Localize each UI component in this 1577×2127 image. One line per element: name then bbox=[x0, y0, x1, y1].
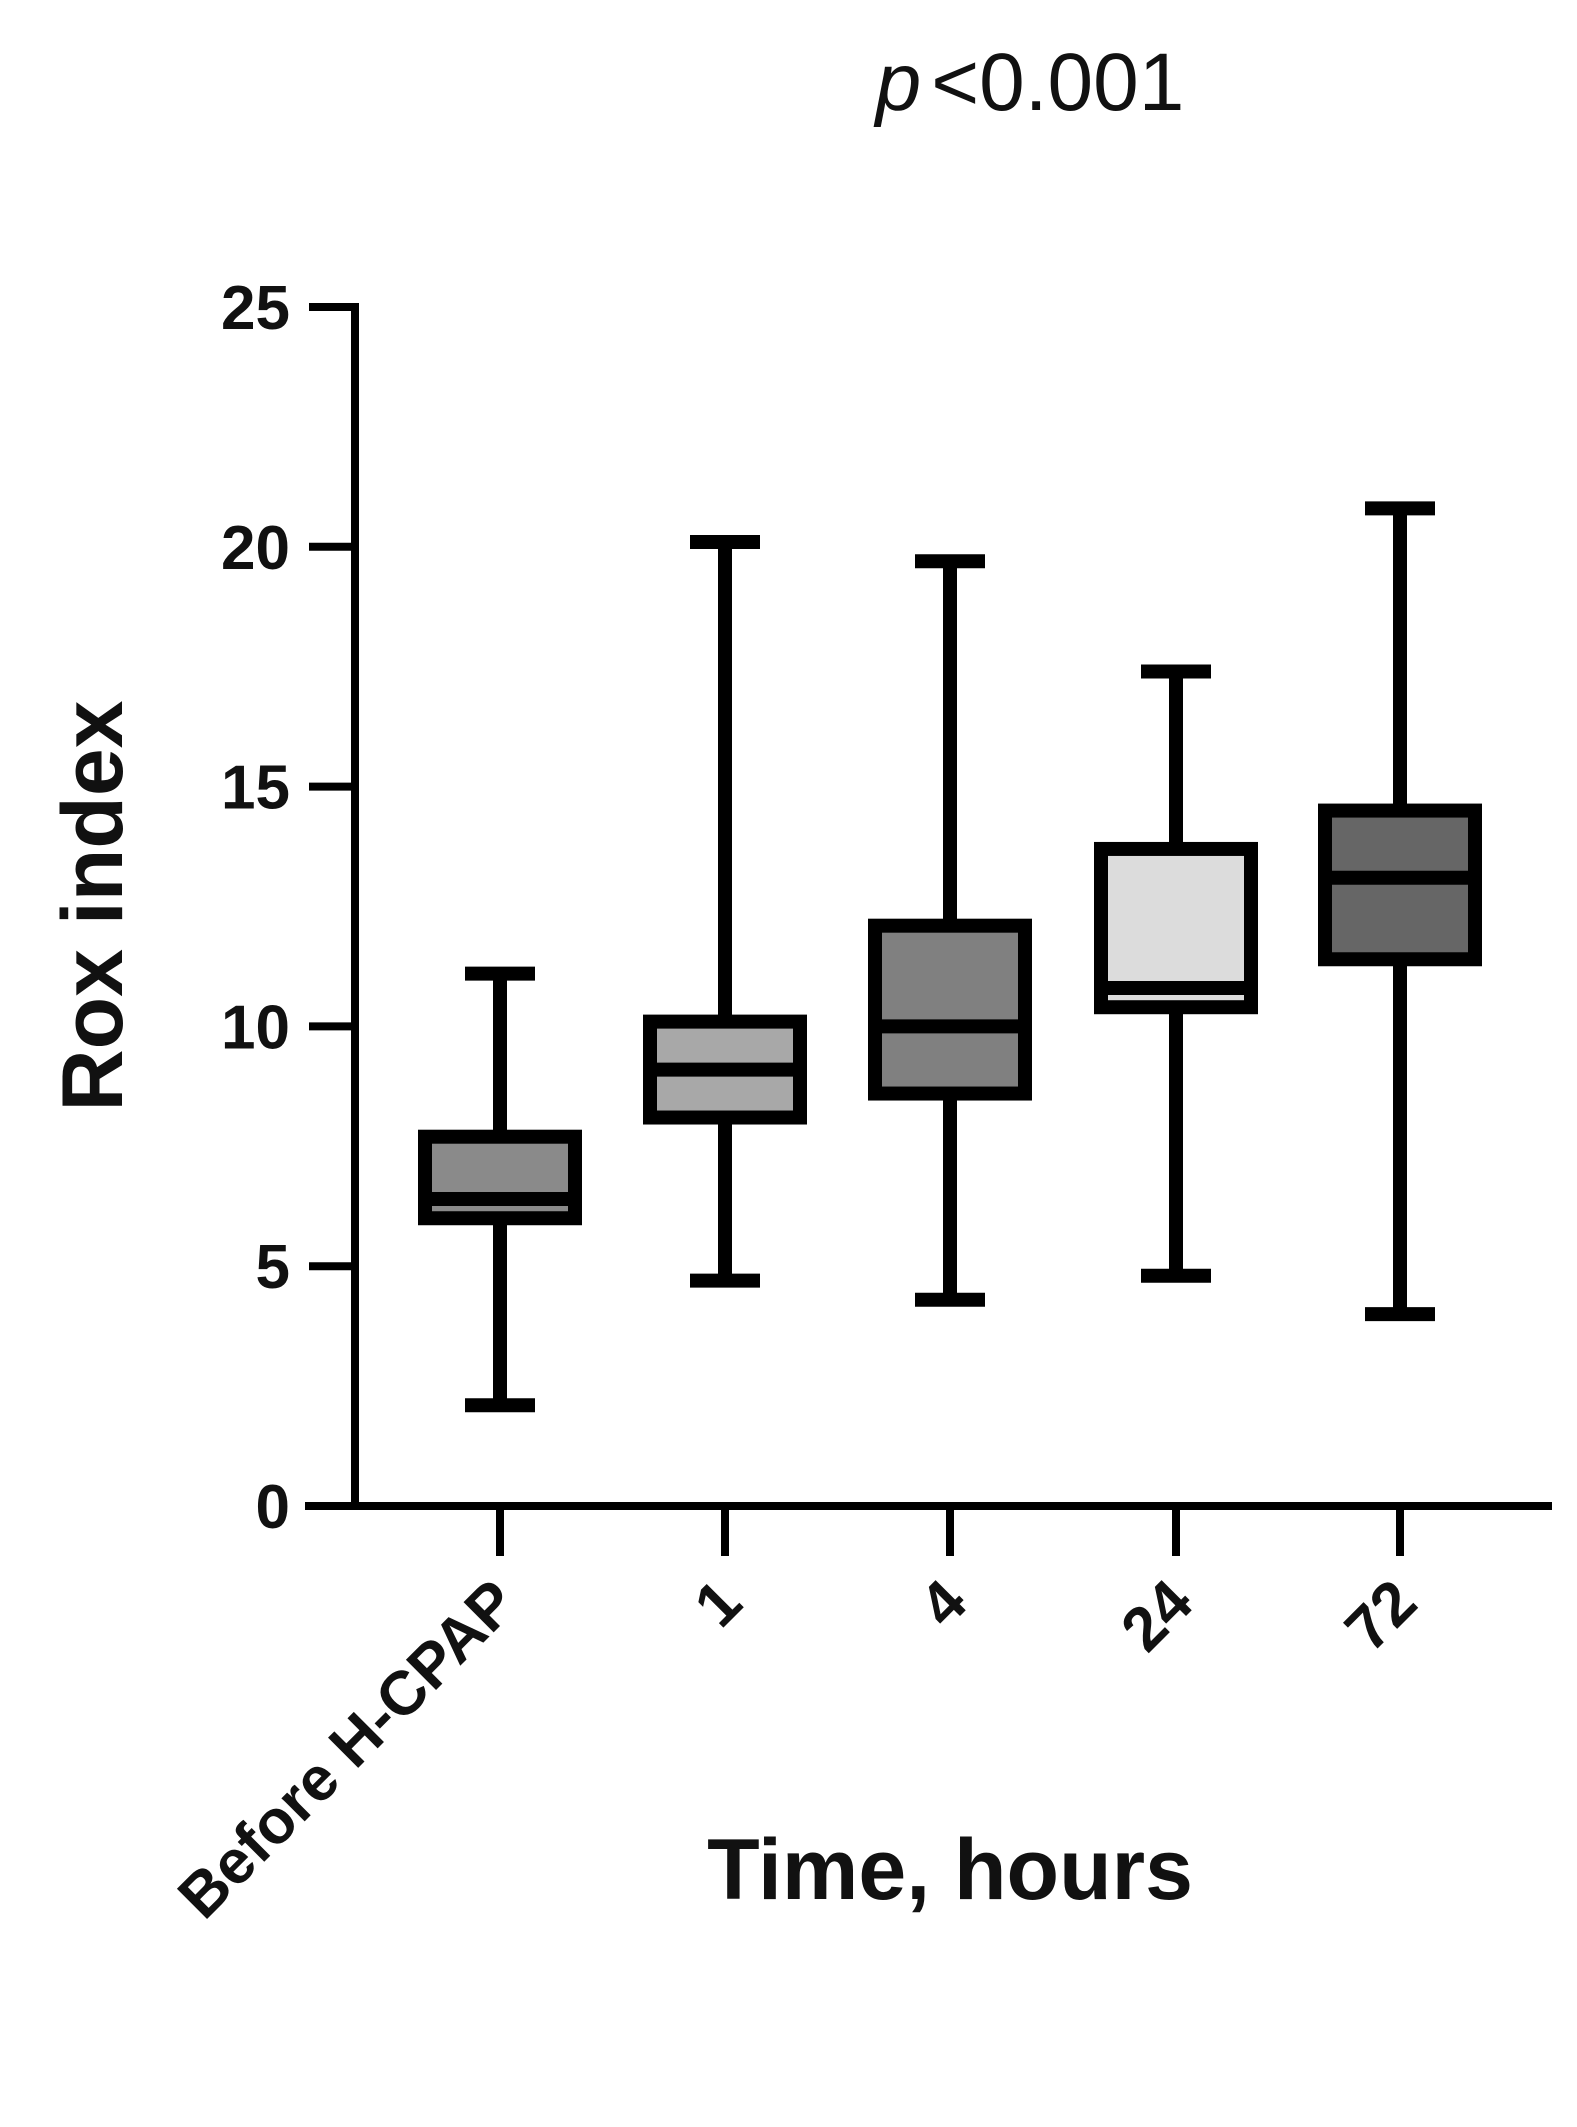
p-value-text: <0.001 bbox=[931, 37, 1184, 128]
p-symbol: p bbox=[873, 37, 922, 128]
x-tick-label-2: 4 bbox=[907, 1567, 981, 1641]
y-tick-label-20: 20 bbox=[221, 514, 290, 583]
box-group-1 bbox=[643, 535, 807, 1288]
box-iqr bbox=[1318, 803, 1482, 967]
p-value-annotation: p <0.001 bbox=[873, 37, 1185, 128]
x-tick-label-4: 72 bbox=[1332, 1567, 1430, 1665]
box-iqr bbox=[868, 918, 1032, 1101]
box-group-2 bbox=[868, 554, 1032, 1307]
y-tick-label-5: 5 bbox=[256, 1233, 290, 1302]
x-tick-label-3: 24 bbox=[1108, 1567, 1206, 1665]
box-group-0 bbox=[418, 966, 582, 1413]
y-tick-label-15: 15 bbox=[221, 754, 290, 823]
box-group-3 bbox=[1094, 664, 1258, 1283]
x-tick-label-0: Before H-CPAP bbox=[165, 1567, 530, 1932]
y-tick-label-0: 0 bbox=[256, 1473, 290, 1542]
box-iqr bbox=[1094, 841, 1258, 1015]
box-group-4 bbox=[1318, 501, 1482, 1322]
y-tick-label-25: 25 bbox=[221, 274, 290, 343]
y-axis-title: Rox index bbox=[45, 700, 141, 1111]
y-axis-ticks: 0 5 10 15 20 25 bbox=[221, 274, 355, 1542]
x-tick-label-1: 1 bbox=[682, 1567, 755, 1640]
x-axis-title: Time, hours bbox=[707, 1822, 1193, 1918]
boxes-layer bbox=[418, 501, 1482, 1413]
y-tick-label-10: 10 bbox=[221, 993, 290, 1062]
